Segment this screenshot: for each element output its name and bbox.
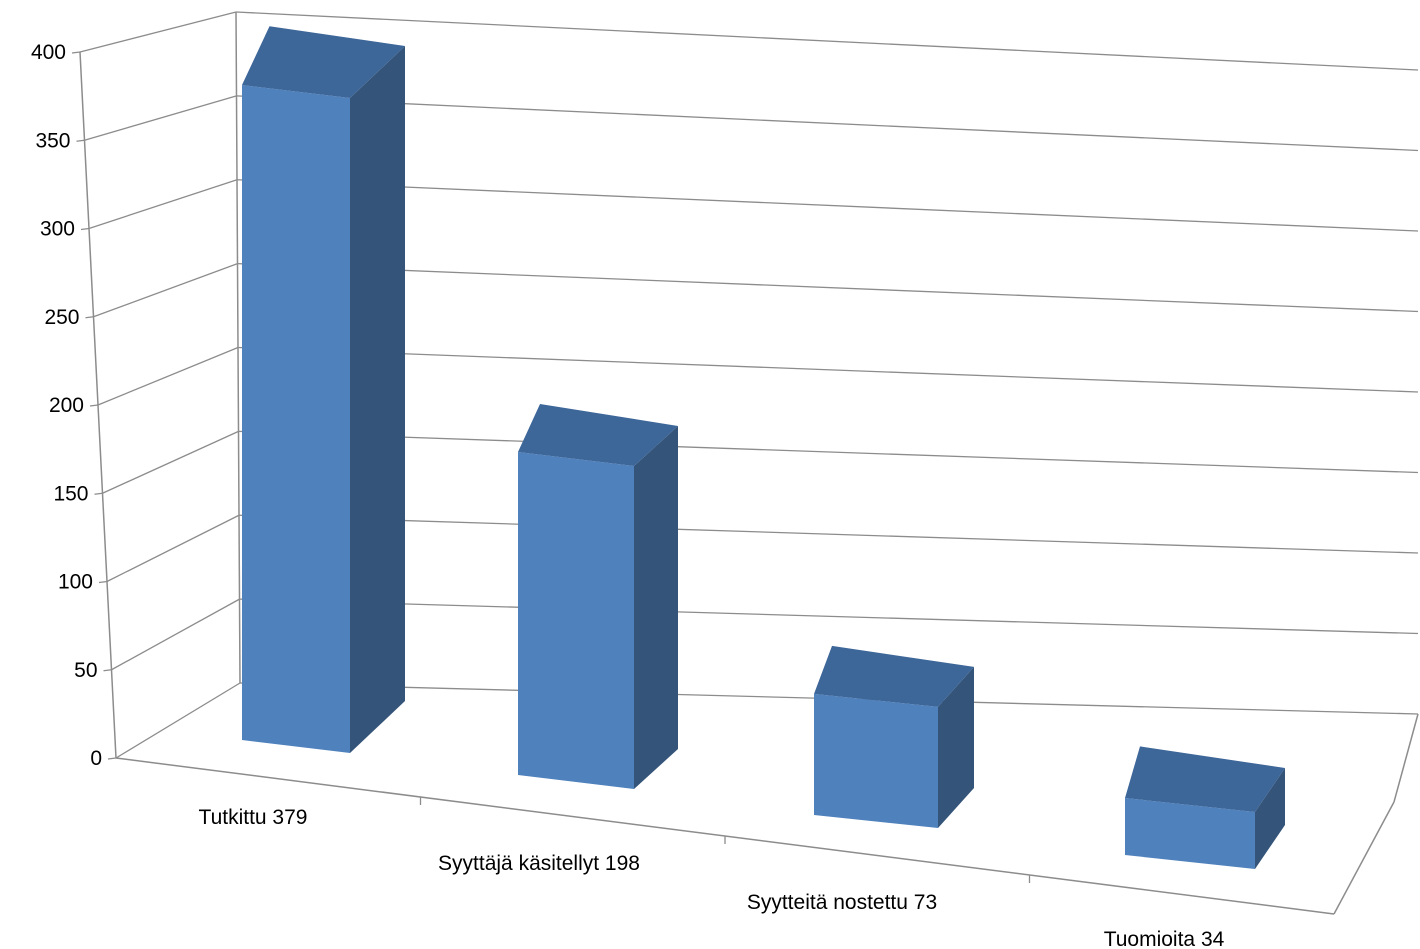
gridline-side-400 [79, 11, 237, 53]
y-tick-mark-150 [94, 492, 103, 495]
y-tick-mark-0 [107, 757, 117, 760]
gridline-side-200 [97, 346, 239, 406]
bar-3-front [814, 693, 938, 828]
x-axis-category-labels: Tutkittu 379 Syyttäjä käsitellyt 198 Syytt… [199, 806, 1225, 949]
bar-4 [1125, 746, 1285, 869]
gridline-side-0 [115, 682, 241, 759]
bar-1 [242, 26, 405, 753]
floor-right-edge [1333, 801, 1395, 915]
y-axis-front [79, 51, 117, 759]
floor-back-right-edge [1393, 713, 1419, 803]
bars [242, 26, 1285, 869]
bar-4-side [1255, 768, 1285, 869]
x-category-label-2: Syyttäjä käsitellyt 198 [438, 852, 640, 875]
y-tick-mark-50 [103, 669, 112, 672]
gridline-back-50 [239, 598, 1419, 635]
y-tick-mark-300 [80, 227, 90, 231]
gridline-back-350 [236, 95, 1419, 152]
gridline-side-50 [111, 598, 240, 671]
bar-3 [814, 645, 974, 828]
x-category-label-3: Syytteitä nostettu 73 [747, 891, 937, 914]
gridline-side-250 [93, 263, 238, 318]
bar-1-top [242, 26, 405, 99]
y-tick-label-50: 50 [74, 659, 97, 682]
bar-2 [518, 403, 678, 789]
y-tick-mark-200 [89, 404, 99, 407]
y-tick-mark-400 [71, 51, 81, 54]
axes [71, 11, 1419, 915]
y-tick-mark-350 [76, 139, 85, 142]
y-axis-back [235, 11, 241, 684]
y-tick-mark-100 [98, 580, 108, 584]
bar-3-side [938, 666, 974, 828]
bar-4-top [1125, 746, 1285, 813]
y-tick-label-100: 100 [58, 571, 93, 594]
gridline-side-150 [102, 430, 239, 494]
gridlines [79, 11, 1419, 759]
gridline-back-200 [237, 346, 1419, 393]
bar-2-side [634, 425, 678, 789]
y-tick-label-400: 400 [31, 41, 66, 64]
y-tick-mark-250 [85, 316, 94, 319]
bar-1-side [350, 46, 405, 753]
y-tick-label-350: 350 [35, 129, 70, 152]
y-tick-label-200: 200 [49, 394, 84, 417]
gridline-side-300 [88, 179, 238, 230]
x-category-label-4: Tuomioita 34 [1104, 928, 1225, 949]
y-tick-label-300: 300 [40, 218, 75, 241]
y-tick-label-150: 150 [53, 482, 88, 505]
bar-4-front [1125, 798, 1255, 869]
gridline-back-150 [238, 430, 1419, 474]
x-category-label-1: Tutkittu 379 [199, 806, 308, 829]
bar-2-top [518, 403, 678, 466]
bar-3-top [814, 645, 974, 707]
y-axis-tick-labels: 0 50 100 150 200 250 300 350 400 [31, 41, 102, 770]
y-tick-label-0: 0 [90, 747, 102, 770]
y-tick-label-250: 250 [44, 306, 79, 329]
gridline-back-300 [236, 179, 1419, 232]
gridline-side-350 [84, 95, 237, 141]
gridline-side-100 [106, 514, 240, 583]
gridline-back-400 [235, 11, 1419, 71]
bar-2-front [518, 451, 634, 789]
gridline-back-100 [238, 514, 1419, 554]
gridline-back-250 [237, 262, 1419, 313]
bar-1-front [242, 85, 350, 753]
